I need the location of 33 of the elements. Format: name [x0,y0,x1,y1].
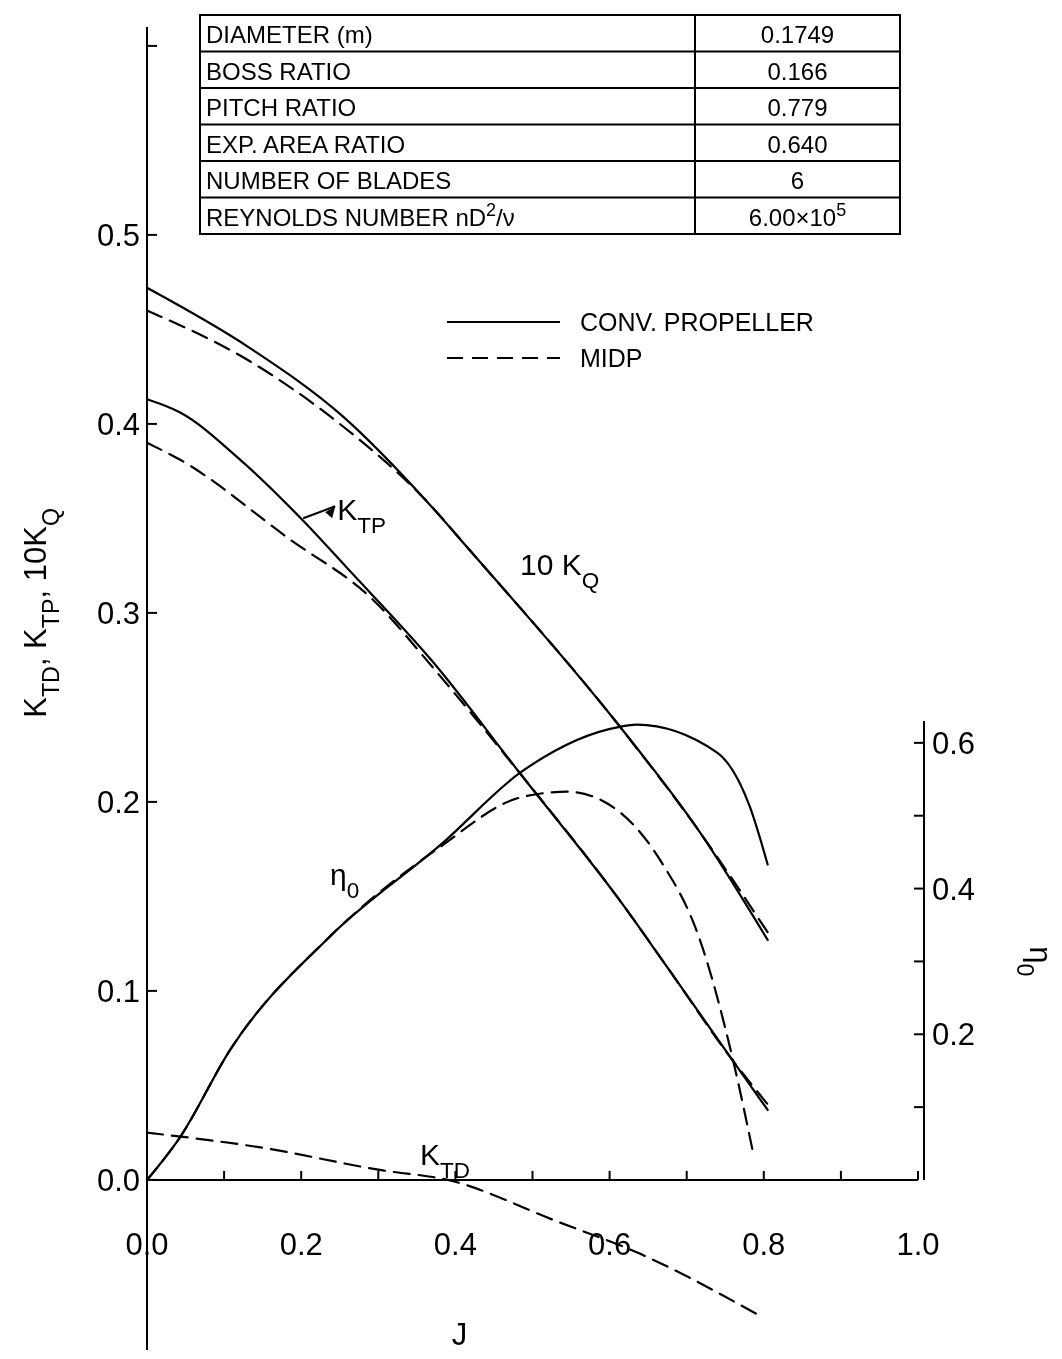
annotation: K$_{TD}$ [420,1138,471,1183]
y-tick-label: 0.2 [96,784,140,820]
x-tick-label: 0.2 [279,1226,323,1262]
annotation: 6 [790,167,805,194]
annotation: 0.166 [767,57,828,85]
annotation: K$_{TP}$ [337,493,386,538]
annotation: BOSS RATIO [206,57,351,85]
annotation: NUMBER OF BLADES [206,167,452,194]
y-tick-label: 0.0 [96,1162,140,1198]
x-tick-label: 0.6 [588,1226,632,1262]
x-tick-label: 0.8 [742,1226,786,1262]
annotation: 6.00×10$^{5}$ [748,199,847,231]
x-tick-label: 1.0 [896,1226,940,1262]
y-tick-label: 0.4 [96,406,140,442]
x-tick-label: 0.4 [433,1226,477,1262]
annotation: 0.1749 [760,21,835,48]
annotation: EXP. AREA RATIO [206,130,406,158]
annotation: 0.640 [767,130,828,158]
annotation: η$_{0}$ [330,858,360,903]
annotation: 0.779 [767,94,828,121]
x-axis-title: J [451,1317,468,1352]
y-tick-label: 0.3 [96,595,140,631]
annotation: PITCH RATIO [206,94,357,121]
y2-tick-label: 0.2 [932,1017,976,1053]
legend-label: MIDP [580,344,643,372]
y-tick-label: 0.1 [96,973,140,1009]
annotation: REYNOLDS NUMBER nD$^{2}$/ν [206,199,515,231]
y2-tick-label: 0.6 [932,725,976,761]
y2-tick-label: 0.4 [932,871,976,907]
legend-label: CONV. PROPELLER [580,308,814,336]
annotation: 10 K$_{Q}$ [520,548,600,593]
annotation: DIAMETER (m) [206,21,373,48]
y-tick-label: 0.5 [96,217,140,253]
